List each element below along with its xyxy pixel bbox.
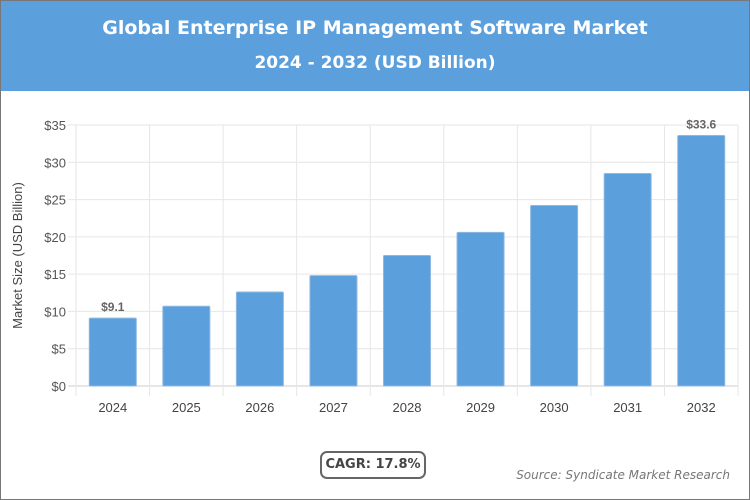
x-tick-label: 2026 (245, 400, 274, 415)
data-label: $33.6 (686, 117, 716, 131)
bar-2028 (383, 255, 431, 387)
source-note: Source: Syndicate Market Research (516, 468, 730, 482)
bar-2031 (603, 172, 652, 387)
y-tick-label: $35 (44, 118, 66, 133)
chart-title: Global Enterprise IP Management Software… (102, 17, 648, 39)
x-tick-label: 2024 (98, 400, 127, 415)
y-tick-label: $25 (44, 193, 66, 208)
x-tick-label: 2030 (540, 400, 569, 415)
chart-header: Global Enterprise IP Management Software… (1, 1, 749, 91)
bar-2026 (235, 291, 284, 387)
y-tick-label: $0 (52, 379, 66, 394)
cagr-badge: CAGR: 17.8% (320, 451, 426, 479)
bar-2029 (456, 231, 505, 387)
x-tick-label: 2027 (319, 400, 348, 415)
y-tick-label: $10 (44, 304, 66, 319)
y-tick-label: $20 (44, 230, 66, 245)
x-tick-label: 2032 (687, 400, 716, 415)
bar-2024 (88, 317, 137, 387)
x-tick-label: 2031 (613, 400, 642, 415)
y-tick-label: $30 (44, 155, 66, 170)
bar-2032 (677, 134, 726, 387)
bar-2025 (162, 305, 211, 387)
chart-subtitle: 2024 - 2032 (USD Billion) (254, 53, 496, 73)
x-tick-label: 2025 (172, 400, 201, 415)
bar-2027 (309, 275, 358, 387)
y-axis-label: Market Size (USD Billion) (10, 182, 25, 329)
y-tick-label: $5 (52, 342, 66, 357)
bar-2030 (530, 205, 579, 387)
data-label: $9.1 (101, 300, 125, 314)
x-tick-label: 2029 (466, 400, 495, 415)
x-tick-label: 2028 (393, 400, 422, 415)
y-tick-label: $15 (44, 267, 66, 282)
